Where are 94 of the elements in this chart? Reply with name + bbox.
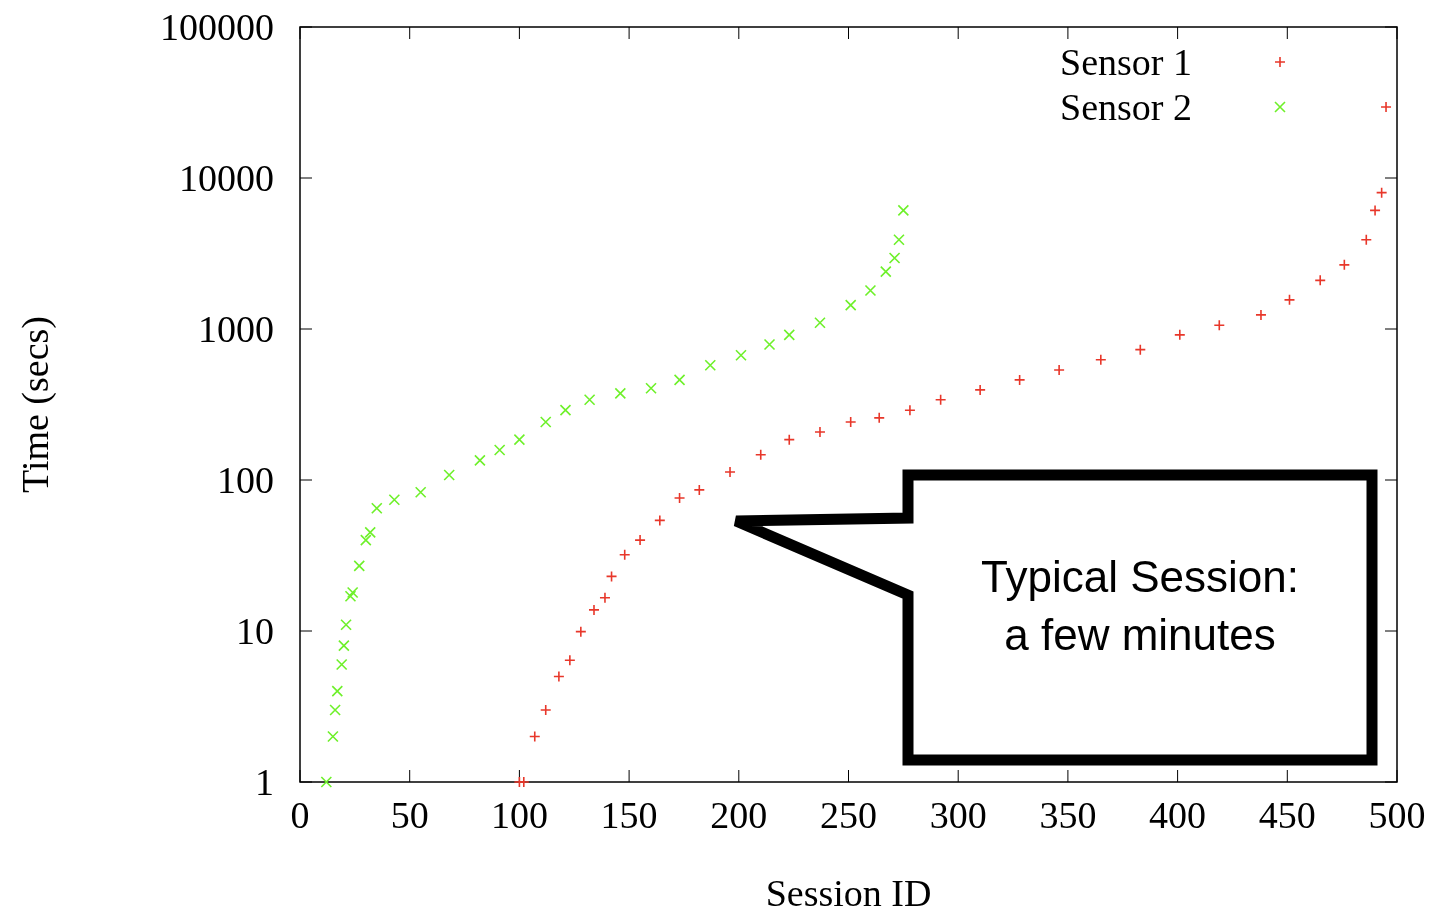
point — [360, 534, 372, 546]
point — [783, 329, 796, 341]
point — [1369, 204, 1381, 217]
annotation: Typical Session: a few minutes — [981, 552, 1299, 659]
x-tick-label: 100 — [490, 794, 548, 836]
point — [353, 560, 366, 572]
point — [1255, 309, 1267, 321]
point — [693, 484, 706, 496]
point — [1095, 354, 1107, 366]
x-tick-label: 450 — [1258, 794, 1316, 836]
point — [583, 393, 596, 406]
point — [873, 412, 886, 424]
point — [735, 349, 747, 362]
point — [754, 448, 767, 461]
point — [844, 299, 857, 311]
point — [320, 776, 333, 788]
y-tick-label: 100000 — [160, 6, 274, 48]
point — [704, 359, 717, 372]
point — [346, 586, 359, 599]
point — [974, 384, 986, 396]
point — [645, 382, 657, 395]
point — [329, 704, 341, 716]
point — [528, 730, 541, 743]
point — [763, 338, 776, 351]
point — [564, 654, 576, 667]
point — [673, 374, 686, 386]
point — [588, 604, 600, 616]
point — [614, 387, 627, 400]
point — [654, 514, 666, 527]
point — [559, 404, 572, 416]
point — [364, 526, 377, 539]
x-tick-label: 400 — [1149, 794, 1207, 836]
point — [443, 469, 455, 481]
point — [1134, 343, 1147, 356]
point — [618, 548, 631, 561]
point — [1173, 329, 1186, 341]
y-tick-label: 10 — [236, 610, 274, 652]
point — [370, 502, 383, 515]
point — [897, 204, 910, 217]
legend-label: Sensor 2 — [1060, 86, 1192, 128]
point — [783, 433, 796, 446]
y-tick-label: 100 — [217, 459, 274, 501]
x-tick-label: 350 — [1039, 794, 1097, 836]
point — [724, 466, 736, 478]
point — [335, 658, 348, 671]
point — [1053, 364, 1065, 376]
point — [880, 265, 892, 278]
point — [1213, 319, 1226, 331]
point — [553, 670, 565, 683]
point — [539, 416, 552, 428]
point — [344, 590, 357, 602]
point — [331, 685, 344, 697]
point — [513, 433, 526, 446]
y-tick-label: 1000 — [198, 308, 274, 350]
point — [934, 393, 947, 406]
legend-label: Sensor 1 — [1060, 41, 1192, 83]
x-tick-label: 50 — [390, 794, 429, 836]
x-tick-label: 200 — [710, 794, 768, 836]
y-tick-label: 10000 — [179, 157, 274, 199]
point — [575, 625, 587, 638]
point — [1375, 186, 1388, 199]
point — [1283, 294, 1296, 306]
x-tick-label: 150 — [600, 794, 658, 836]
point — [1360, 233, 1373, 246]
point — [888, 252, 901, 264]
point — [814, 426, 826, 438]
point — [388, 493, 401, 506]
point — [414, 486, 427, 499]
x-tick-label: 500 — [1368, 794, 1426, 836]
point — [340, 618, 352, 631]
point — [605, 570, 618, 583]
y-axis-title: Time (secs) — [14, 316, 57, 493]
point — [634, 534, 646, 546]
point — [539, 704, 552, 716]
x-tick-label: 250 — [820, 794, 877, 836]
point — [338, 639, 350, 652]
y-tick-label: 1 — [255, 761, 274, 803]
point — [864, 284, 877, 297]
point — [1380, 101, 1392, 113]
point — [327, 730, 339, 743]
point — [893, 233, 905, 246]
point — [493, 444, 506, 456]
x-tick-label: 0 — [290, 794, 310, 836]
point — [1338, 259, 1351, 271]
point — [1013, 374, 1026, 386]
point — [844, 416, 857, 428]
point — [814, 316, 826, 329]
point — [1314, 274, 1327, 287]
point — [673, 492, 686, 504]
point — [904, 404, 916, 416]
point — [474, 454, 486, 467]
x-tick-label: 300 — [929, 794, 987, 836]
point — [599, 591, 611, 604]
x-axis-title: Session ID — [765, 872, 932, 913]
